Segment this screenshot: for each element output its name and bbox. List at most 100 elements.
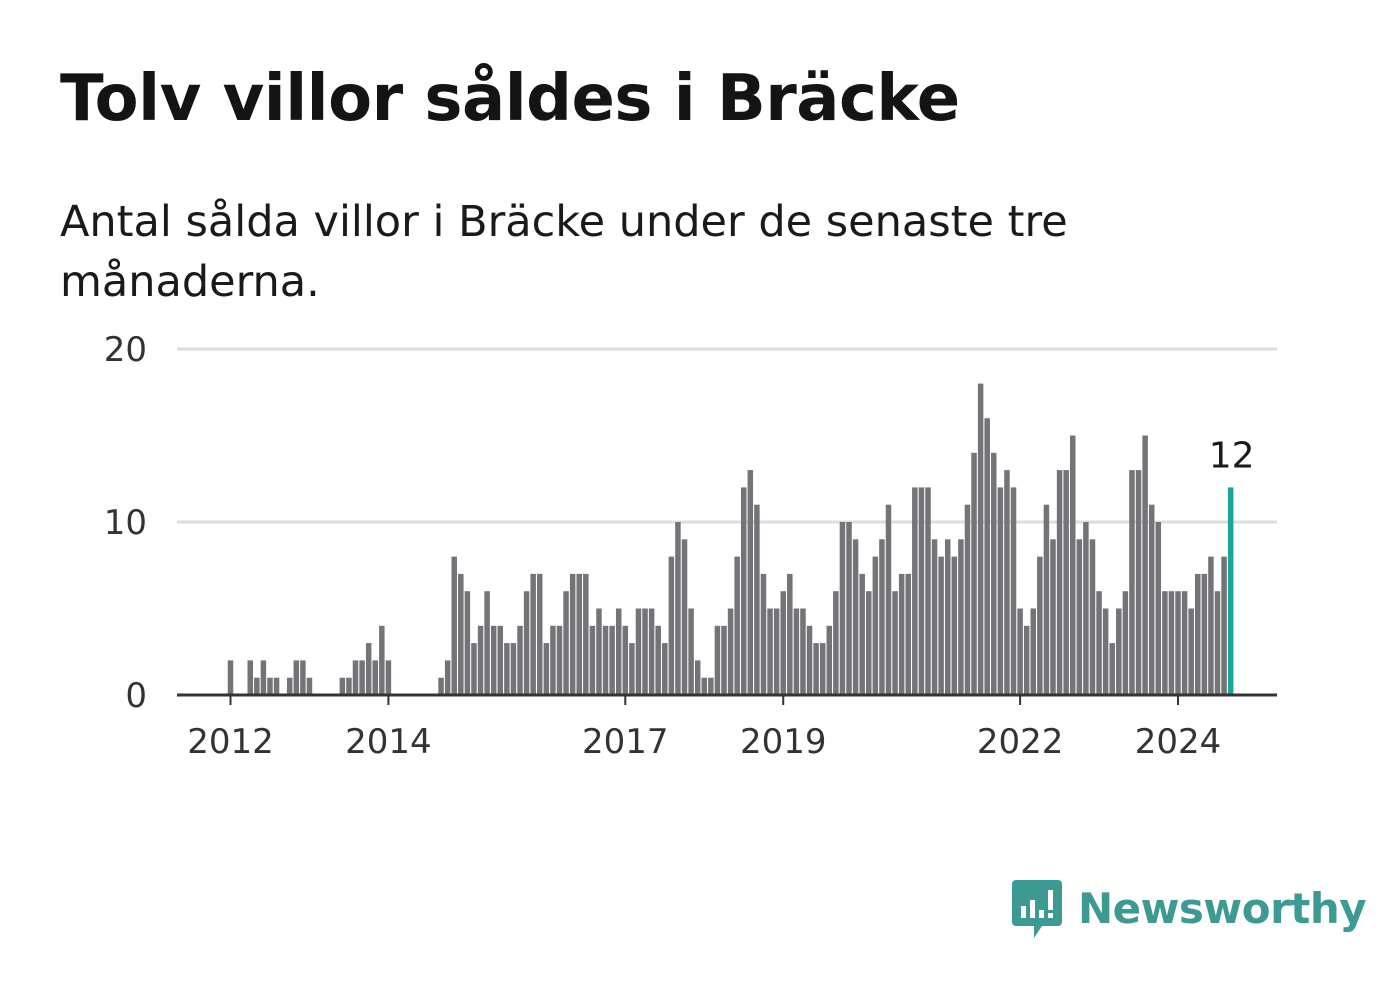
bar — [806, 625, 813, 695]
bar — [1050, 539, 1056, 695]
bar — [1096, 591, 1102, 695]
bar — [629, 643, 635, 695]
y-axis-tick-labels: 0 10 20 — [104, 330, 147, 716]
bar — [740, 487, 747, 695]
bar — [997, 487, 1004, 695]
bar — [1148, 504, 1155, 695]
bar — [852, 539, 859, 695]
bar — [885, 504, 892, 695]
x-axis-ticks: 2012 2014 2017 2019 2022 2024 — [187, 695, 1221, 762]
bar — [800, 608, 806, 695]
bar — [379, 625, 385, 695]
bar — [668, 556, 675, 695]
brand-name: Newsworthy — [1078, 883, 1367, 933]
bar — [1175, 591, 1181, 695]
bar — [655, 625, 661, 695]
bar — [550, 625, 556, 695]
bar-latest — [1227, 487, 1234, 695]
bar — [991, 452, 997, 695]
bar — [813, 643, 819, 695]
x-tick-label: 2019 — [740, 722, 827, 762]
bar — [872, 556, 879, 695]
bar — [1162, 591, 1168, 695]
bar — [622, 625, 629, 695]
bar — [879, 539, 885, 695]
bar — [964, 504, 971, 695]
bar — [563, 591, 569, 695]
bar — [537, 573, 543, 695]
bar — [504, 643, 510, 695]
bar — [773, 608, 780, 695]
bar — [609, 625, 615, 695]
bar — [583, 573, 589, 695]
bar — [477, 625, 484, 695]
bar — [1208, 556, 1214, 695]
bar — [984, 418, 990, 695]
bar — [365, 643, 372, 695]
bar — [701, 677, 708, 695]
bar — [931, 539, 938, 695]
bar — [898, 573, 905, 695]
bar — [1135, 470, 1142, 695]
bar — [254, 677, 260, 695]
bar — [615, 608, 622, 695]
bar — [662, 643, 668, 695]
bar — [1102, 608, 1109, 695]
bar — [675, 522, 681, 695]
bar — [339, 677, 346, 695]
bar — [938, 556, 944, 695]
x-tick-label: 2022 — [977, 722, 1064, 762]
bar — [523, 591, 530, 695]
bar — [471, 643, 477, 695]
bar — [1195, 573, 1201, 695]
bar — [688, 608, 694, 695]
bar — [359, 660, 365, 695]
bar — [971, 452, 977, 695]
bar — [1089, 539, 1096, 695]
bar — [780, 591, 786, 695]
bar — [596, 608, 602, 695]
bar — [747, 470, 754, 695]
bar — [839, 522, 846, 695]
bar — [293, 660, 300, 695]
bar — [918, 487, 925, 695]
bar — [694, 660, 701, 695]
x-tick-label: 2024 — [1135, 722, 1222, 762]
bar — [569, 573, 576, 695]
bar — [859, 573, 865, 695]
bar — [1010, 487, 1017, 695]
bar — [754, 504, 760, 695]
bar — [714, 625, 721, 695]
bar — [267, 677, 273, 695]
bar — [1181, 591, 1188, 695]
bar — [846, 522, 852, 695]
bar — [576, 573, 582, 695]
bar — [556, 625, 563, 695]
chart-title: Tolv villor såldes i Bräcke — [60, 62, 960, 136]
bar — [944, 539, 951, 695]
bar — [1201, 573, 1208, 695]
y-tick-label: 0 — [125, 676, 147, 716]
bar — [1083, 522, 1089, 695]
bar — [497, 625, 504, 695]
bar — [1069, 435, 1076, 695]
bar — [905, 573, 911, 695]
bar — [306, 677, 313, 695]
bar — [1030, 608, 1037, 695]
bar — [490, 625, 497, 695]
bar — [648, 608, 655, 695]
bar — [589, 625, 596, 695]
chart-subtitle: Antal sålda villor i Bräcke under de sen… — [60, 197, 1068, 307]
bar — [787, 573, 793, 695]
bar — [510, 643, 517, 695]
bar — [708, 677, 714, 695]
bar — [227, 660, 234, 695]
bar — [273, 677, 280, 695]
bar — [346, 677, 352, 695]
bar — [438, 677, 444, 695]
newsworthy-logo-icon — [1012, 880, 1062, 938]
bar — [1122, 591, 1129, 695]
bar — [385, 660, 392, 695]
bar — [444, 660, 451, 695]
x-tick-label: 2017 — [582, 722, 669, 762]
